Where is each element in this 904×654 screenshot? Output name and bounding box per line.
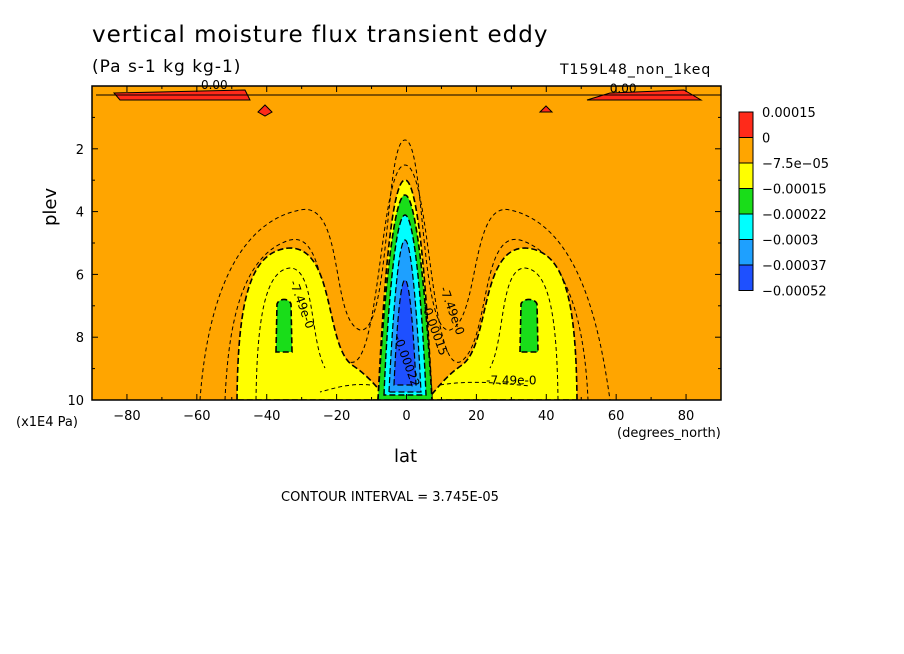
chart-title: vertical moisture flux transient eddy xyxy=(92,22,549,48)
positive-patch-small xyxy=(257,104,273,117)
colorbar-swatch xyxy=(738,239,754,266)
dashed-contour-mid xyxy=(224,164,589,400)
contour-label: 0.00 xyxy=(201,78,228,92)
dashed-contour-inner xyxy=(255,267,326,400)
y-tick-label: 2 xyxy=(76,143,84,158)
x-axis-label: lat xyxy=(394,446,418,467)
y-axis-label: plev xyxy=(40,187,61,226)
contour-interval-text: CONTOUR INTERVAL = 3.745E-05 xyxy=(281,490,499,505)
y-tick-label: 10 xyxy=(67,394,84,409)
x-tick-label: −20 xyxy=(323,409,350,424)
colorbar-swatch xyxy=(738,162,754,189)
x-tick-label: 20 xyxy=(468,409,485,424)
x-tick-label: 40 xyxy=(538,409,555,424)
colorbar-label: 0 xyxy=(762,132,770,147)
x-axis: −80 −60 −40 −20 0 20 40 60 80 xyxy=(91,86,722,424)
blue-core xyxy=(393,279,417,386)
x-tick-label: −80 xyxy=(113,409,140,424)
colorbar: 0.00015 0 −7.5e−05 −0.00015 −0.00022 −0.0003 −… xyxy=(738,106,829,300)
green-patch xyxy=(275,298,293,353)
colorbar-swatch xyxy=(738,213,754,240)
x-tick-label: 80 xyxy=(678,409,695,424)
y-axis: 2 4 6 8 10 xyxy=(67,116,721,409)
x-tick-label: 0 xyxy=(402,409,410,424)
dashed-contour-inner xyxy=(489,267,559,400)
plot-area xyxy=(92,86,721,400)
green-patch xyxy=(519,298,539,353)
colorbar-label: −7.5e−05 xyxy=(762,157,829,172)
positive-patch-small xyxy=(538,105,554,113)
colorbar-label: −0.00052 xyxy=(762,285,827,300)
run-label: T159L48_non_1keq xyxy=(560,62,712,78)
colorbar-swatch xyxy=(738,137,754,164)
y-tick-label: 6 xyxy=(76,268,84,283)
colorbar-label: 0.00015 xyxy=(762,106,816,121)
x-tick-label: −60 xyxy=(183,409,210,424)
contour-label: -7.49e-0 xyxy=(486,373,536,387)
colorbar-label: −0.0003 xyxy=(762,234,818,249)
chart-subtitle: (Pa s-1 kg kg-1) xyxy=(92,57,242,77)
x-tick-label: 60 xyxy=(608,409,625,424)
colorbar-label: −0.00015 xyxy=(762,183,827,198)
colorbar-label: −0.00037 xyxy=(762,259,827,274)
contour-label: 0.00 xyxy=(610,81,637,95)
yellow-region xyxy=(424,247,578,400)
yellow-region xyxy=(236,247,391,400)
x-units-note: (degrees_north) xyxy=(617,426,721,441)
dashed-contour-surface xyxy=(439,381,531,387)
y-tick-label: 8 xyxy=(76,331,84,346)
colorbar-swatch xyxy=(738,111,754,138)
colorbar-swatch xyxy=(738,264,754,291)
colorbar-label: −0.00022 xyxy=(762,208,827,223)
y-tick-label: 4 xyxy=(76,206,84,221)
x-tick-label: −40 xyxy=(253,409,280,424)
colorbar-swatch xyxy=(738,188,754,215)
y-units-note: (x1E4 Pa) xyxy=(16,415,78,430)
dashed-contour-outer xyxy=(199,139,611,400)
